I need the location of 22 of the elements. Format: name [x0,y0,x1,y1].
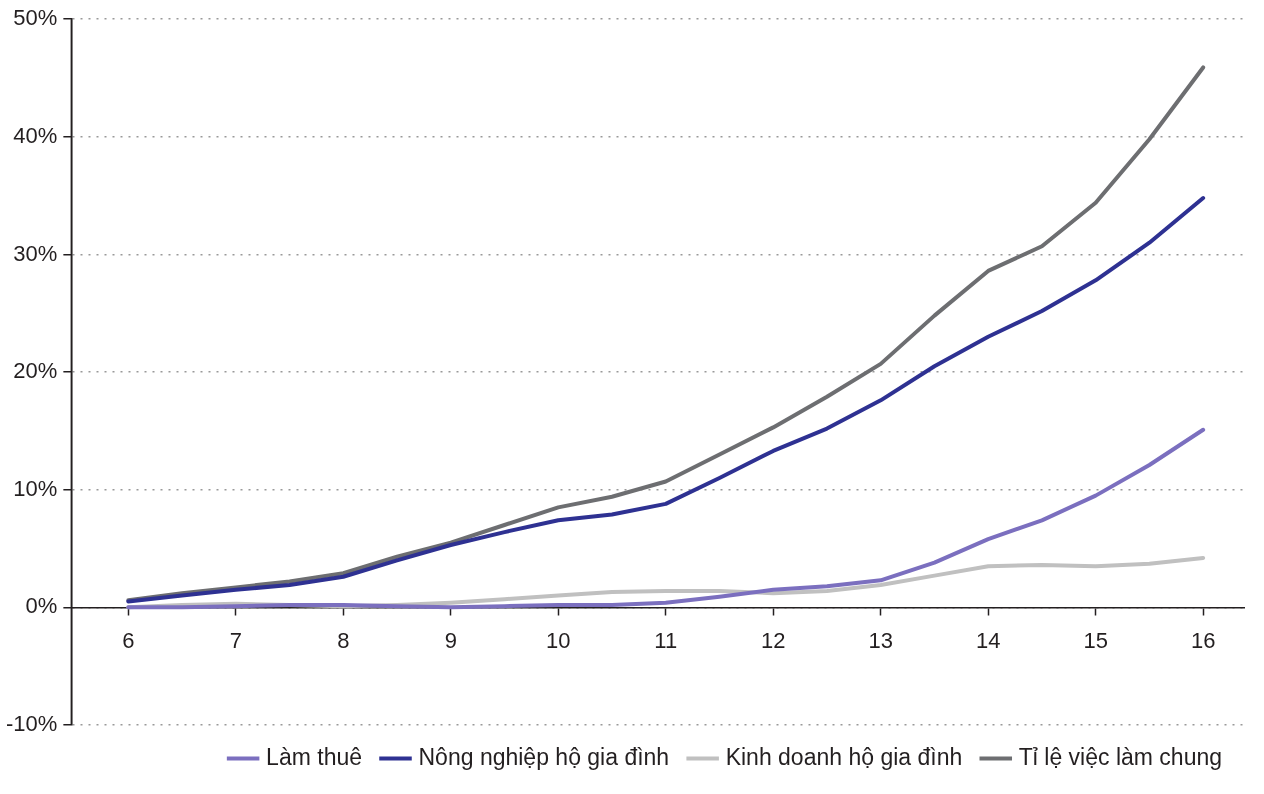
y-tick-label: 30% [13,240,58,266]
legend-label: Kinh doanh hộ gia đình [725,743,963,770]
x-tick-label: 12 [760,627,786,653]
x-tick-label: 10 [546,627,571,653]
x-tick-label: 14 [975,627,1001,653]
x-tick-label: 7 [229,627,242,653]
x-tick-label: 13 [868,627,893,653]
x-tick-label: 8 [337,627,350,653]
y-tick-label: -10% [6,711,58,737]
x-tick-label: 16 [1190,627,1216,653]
y-tick-label: 10% [13,475,58,501]
y-tick-label: 20% [13,358,58,384]
x-tick-label: 15 [1083,627,1108,653]
y-tick-label: 0% [25,593,58,619]
y-tick-label: 50% [13,5,58,31]
legend-label: Làm thuê [266,743,363,770]
legend-label: Tỉ lệ việc làm chung [1018,743,1222,770]
legend-label: Nông nghiệp hộ gia đình [418,743,670,770]
x-tick-label: 6 [122,627,135,653]
y-tick-label: 40% [13,122,58,148]
x-tick-label: 11 [654,627,678,653]
x-tick-label: 9 [444,627,457,653]
